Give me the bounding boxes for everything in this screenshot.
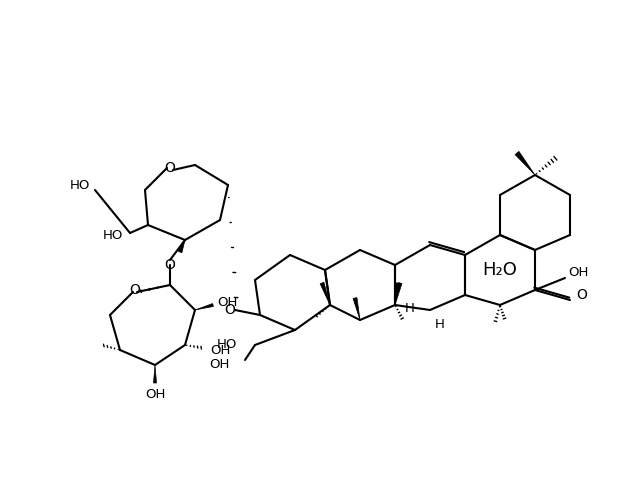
Text: HO: HO (216, 338, 237, 352)
Text: O: O (129, 283, 140, 297)
Text: H₂O: H₂O (483, 261, 517, 279)
Text: O: O (164, 161, 175, 175)
Polygon shape (395, 282, 402, 305)
Polygon shape (353, 298, 360, 320)
Text: OH: OH (568, 266, 588, 278)
Polygon shape (178, 240, 185, 253)
Text: O: O (225, 303, 236, 317)
Text: OH: OH (145, 388, 165, 402)
Polygon shape (395, 283, 399, 305)
Text: O: O (164, 258, 175, 272)
Text: H: H (435, 319, 445, 331)
Text: OH: OH (217, 296, 237, 308)
Polygon shape (320, 282, 330, 305)
Polygon shape (195, 303, 213, 310)
Text: HO: HO (103, 228, 123, 242)
Text: H: H (405, 301, 415, 315)
Text: OH: OH (210, 358, 230, 372)
Polygon shape (515, 151, 535, 175)
Polygon shape (154, 365, 157, 383)
Text: OH: OH (210, 344, 230, 356)
Text: O: O (577, 288, 588, 302)
Text: HO: HO (70, 179, 90, 191)
